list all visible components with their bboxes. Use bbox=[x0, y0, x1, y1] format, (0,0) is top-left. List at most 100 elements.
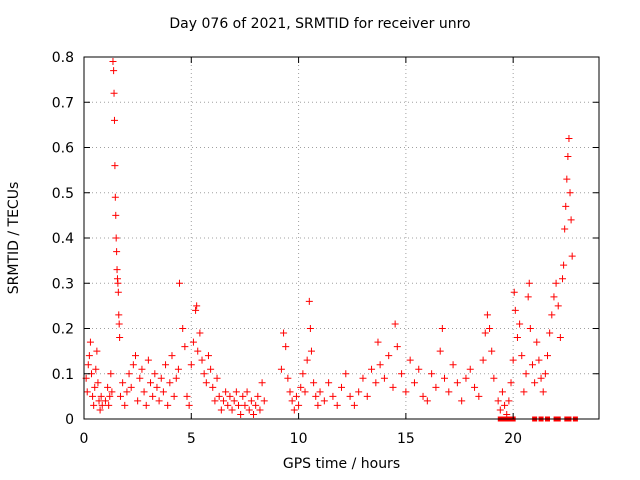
data-point bbox=[564, 153, 572, 161]
data-point bbox=[241, 401, 249, 409]
data-point bbox=[222, 388, 230, 396]
data-point bbox=[389, 383, 397, 391]
data-point bbox=[436, 347, 444, 355]
data-points bbox=[82, 58, 578, 422]
data-point bbox=[312, 392, 320, 400]
data-point bbox=[398, 370, 406, 378]
plot-frame bbox=[83, 56, 600, 420]
data-point bbox=[258, 379, 266, 387]
data-point bbox=[346, 392, 354, 400]
data-point bbox=[174, 365, 182, 373]
x-tick-label: 0 bbox=[80, 431, 89, 447]
data-point bbox=[374, 338, 382, 346]
data-point bbox=[563, 175, 571, 183]
data-point bbox=[112, 234, 120, 242]
data-point bbox=[110, 89, 118, 97]
data-point bbox=[380, 374, 388, 382]
data-point bbox=[189, 338, 197, 346]
data-point bbox=[162, 361, 170, 369]
data-point bbox=[561, 225, 569, 233]
data-point bbox=[224, 401, 232, 409]
data-point bbox=[428, 370, 436, 378]
data-point bbox=[471, 383, 479, 391]
data-point bbox=[194, 347, 202, 355]
data-point bbox=[183, 392, 191, 400]
data-point bbox=[544, 352, 551, 360]
data-point bbox=[415, 365, 423, 373]
data-point bbox=[209, 383, 217, 391]
data-point bbox=[187, 361, 195, 369]
data-point bbox=[219, 397, 227, 405]
data-point bbox=[462, 374, 470, 382]
data-point bbox=[97, 392, 105, 400]
data-point bbox=[198, 356, 206, 364]
data-point bbox=[548, 311, 556, 319]
data-point bbox=[518, 352, 526, 360]
data-point bbox=[111, 162, 119, 170]
data-point bbox=[254, 392, 262, 400]
grid-lines bbox=[84, 57, 599, 419]
data-point bbox=[566, 189, 574, 197]
data-point bbox=[159, 388, 167, 396]
data-point bbox=[109, 58, 117, 66]
data-point bbox=[211, 397, 219, 405]
data-point bbox=[86, 338, 94, 346]
data-point bbox=[507, 379, 515, 387]
data-point bbox=[200, 370, 208, 378]
data-point bbox=[250, 410, 258, 418]
data-point bbox=[116, 334, 124, 342]
data-point bbox=[104, 383, 112, 391]
data-point bbox=[552, 279, 560, 287]
data-point bbox=[449, 361, 457, 369]
data-point bbox=[486, 325, 494, 332]
data-point bbox=[232, 388, 240, 396]
y-tick-label: 0 bbox=[65, 412, 74, 428]
data-point bbox=[479, 356, 487, 364]
y-tick-label: 0.1 bbox=[52, 367, 74, 383]
data-point bbox=[121, 401, 129, 409]
data-point bbox=[295, 401, 303, 409]
data-point bbox=[410, 379, 418, 387]
data-point bbox=[329, 392, 337, 400]
data-point bbox=[556, 334, 564, 342]
data-point bbox=[115, 311, 123, 319]
data-point bbox=[483, 311, 491, 319]
data-point bbox=[325, 379, 333, 387]
data-point bbox=[113, 248, 121, 256]
data-point bbox=[193, 302, 201, 310]
data-point bbox=[509, 356, 517, 364]
x-tick-label: 10 bbox=[290, 431, 308, 447]
data-point bbox=[376, 361, 384, 369]
data-point bbox=[217, 406, 225, 414]
data-point bbox=[554, 302, 562, 310]
data-point bbox=[170, 392, 178, 400]
data-point bbox=[292, 392, 300, 400]
data-point bbox=[116, 392, 124, 400]
x-tick-label: 20 bbox=[504, 431, 522, 447]
data-point bbox=[533, 338, 541, 346]
data-point bbox=[105, 401, 113, 409]
data-point bbox=[333, 401, 341, 409]
y-tick-label: 0.7 bbox=[52, 95, 74, 111]
data-point bbox=[114, 288, 122, 296]
data-point bbox=[290, 406, 298, 414]
data-point bbox=[247, 397, 255, 405]
data-point bbox=[350, 401, 358, 409]
data-point bbox=[458, 397, 466, 405]
data-point bbox=[151, 370, 159, 378]
data-point bbox=[303, 356, 311, 364]
data-point bbox=[301, 388, 309, 396]
data-point bbox=[528, 361, 536, 369]
data-point bbox=[153, 383, 161, 391]
data-point bbox=[314, 401, 322, 409]
data-point bbox=[110, 67, 118, 75]
data-point bbox=[288, 397, 296, 405]
data-point bbox=[445, 388, 453, 396]
data-point bbox=[239, 392, 247, 400]
data-point bbox=[511, 306, 519, 314]
data-point bbox=[546, 329, 554, 337]
data-point bbox=[111, 193, 119, 201]
data-point bbox=[101, 397, 109, 405]
data-point bbox=[419, 392, 427, 400]
